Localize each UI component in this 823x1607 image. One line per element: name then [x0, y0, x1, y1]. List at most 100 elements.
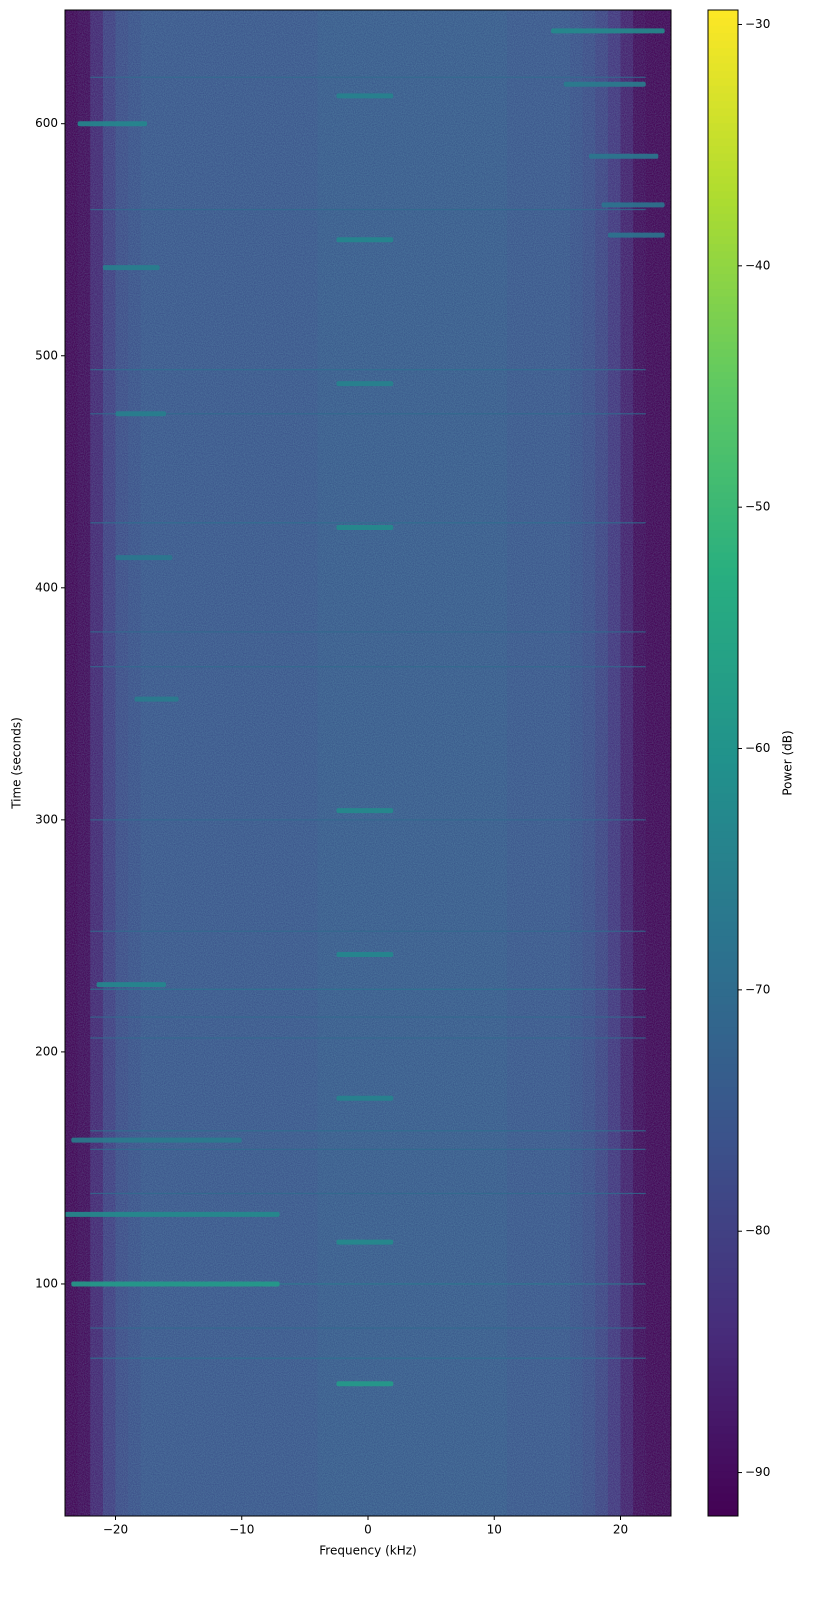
colorbar-segment: [708, 973, 738, 982]
colorbar-tick-label: −40: [745, 258, 770, 272]
colorbar-segment: [708, 815, 738, 824]
colorbar-segment: [708, 627, 738, 636]
colorbar-segment: [708, 303, 738, 312]
colorbar-segment: [708, 499, 738, 508]
colorbar-segment: [708, 883, 738, 892]
colorbar-segment: [708, 1019, 738, 1028]
colorbar-segment: [708, 296, 738, 305]
colorbar-segment: [708, 1493, 738, 1502]
signal-burst: [65, 1211, 280, 1217]
colorbar-segment: [708, 958, 738, 967]
colorbar-segment: [708, 642, 738, 651]
colorbar-segment: [708, 326, 738, 335]
colorbar-segment: [708, 943, 738, 952]
colorbar-segment: [708, 1199, 738, 1208]
colorbar-segment: [708, 1403, 738, 1412]
colorbar-segment: [708, 1244, 738, 1253]
colorbar-segment: [708, 1071, 738, 1080]
colorbar-segment: [708, 1395, 738, 1404]
colorbar-segment: [708, 604, 738, 613]
colorbar-tick-label: −70: [745, 982, 770, 996]
colorbar-segment: [708, 439, 738, 448]
colorbar-segment: [708, 537, 738, 546]
colorbar-segment: [708, 138, 738, 147]
colorbar-segment: [708, 205, 738, 214]
colorbar-segment: [708, 10, 738, 19]
broadband-line: [90, 1192, 646, 1195]
colorbar-segment: [708, 702, 738, 711]
colorbar-segment: [708, 1440, 738, 1449]
colorbar-segment: [708, 1124, 738, 1133]
x-tick-label: −20: [103, 1523, 128, 1537]
signal-burst: [336, 381, 394, 387]
colorbar-segment: [708, 454, 738, 463]
colorbar-segment: [708, 981, 738, 990]
y-tick-label: 100: [35, 1276, 58, 1290]
broadband-line: [90, 631, 646, 633]
colorbar-segment: [708, 1003, 738, 1012]
signal-burst: [563, 81, 646, 87]
colorbar-segment: [708, 860, 738, 869]
y-tick-label: 300: [35, 812, 58, 826]
colorbar-segment: [708, 220, 738, 229]
colorbar-segment: [708, 409, 738, 418]
broadband-line: [90, 1357, 646, 1359]
signal-burst: [336, 1239, 394, 1245]
colorbar-segment: [708, 868, 738, 877]
colorbar-segment: [708, 522, 738, 531]
colorbar-segment: [708, 348, 738, 357]
colorbar-segment: [708, 891, 738, 900]
colorbar-segment: [708, 913, 738, 922]
colorbar-segment: [708, 228, 738, 237]
colorbar-segment: [708, 92, 738, 101]
colorbar-segment: [708, 1252, 738, 1261]
colorbar-segment: [708, 1387, 738, 1397]
colorbar-segment: [708, 1508, 738, 1517]
colorbar-segment: [708, 612, 738, 621]
colorbar-segment: [708, 1222, 738, 1231]
colorbar-segment: [708, 1162, 738, 1171]
colorbar-segment: [708, 378, 738, 387]
colorbar-segment: [708, 657, 738, 666]
colorbar-segment: [708, 1433, 738, 1442]
colorbar-segment: [708, 1365, 738, 1374]
colorbar-segment: [708, 235, 738, 244]
colorbar-segment: [708, 906, 738, 915]
colorbar-segment: [708, 755, 738, 764]
colorbar-segment: [708, 1297, 738, 1306]
colorbar-segment: [708, 160, 738, 169]
colorbar-segment: [708, 589, 738, 598]
colorbar-segment: [708, 996, 738, 1005]
colorbar-segment: [708, 250, 738, 259]
colorbar-segment: [708, 800, 738, 809]
broadband-line: [90, 1130, 646, 1132]
colorbar-segment: [708, 634, 738, 644]
colorbar-segment: [708, 1184, 738, 1193]
broadband-line: [90, 369, 646, 371]
colorbar-segment: [708, 1079, 738, 1088]
colorbar-segment: [708, 544, 738, 553]
colorbar-segment: [708, 1320, 738, 1329]
signal-burst: [336, 808, 394, 814]
colorbar-segment: [708, 288, 738, 297]
colorbar-segment: [708, 1455, 738, 1464]
colorbar-segment: [708, 1192, 738, 1201]
colorbar-segment: [708, 793, 738, 802]
colorbar-tick-label: −90: [745, 1465, 770, 1479]
colorbar-segment: [708, 446, 738, 455]
signal-burst: [96, 982, 166, 988]
broadband-line: [90, 1148, 646, 1150]
colorbar-segment: [708, 318, 738, 327]
colorbar-segment: [708, 70, 738, 79]
colorbar-segment: [708, 597, 738, 606]
x-tick-label: −10: [229, 1523, 254, 1537]
colorbar-segment: [708, 1116, 738, 1125]
colorbar-segment: [708, 672, 738, 681]
colorbar-segment: [708, 1169, 738, 1178]
colorbar-segment: [708, 1086, 738, 1095]
colorbar-segment: [708, 153, 738, 162]
colorbar-segment: [708, 1282, 738, 1291]
y-tick-label: 600: [35, 116, 58, 130]
colorbar-segment: [708, 1470, 738, 1479]
